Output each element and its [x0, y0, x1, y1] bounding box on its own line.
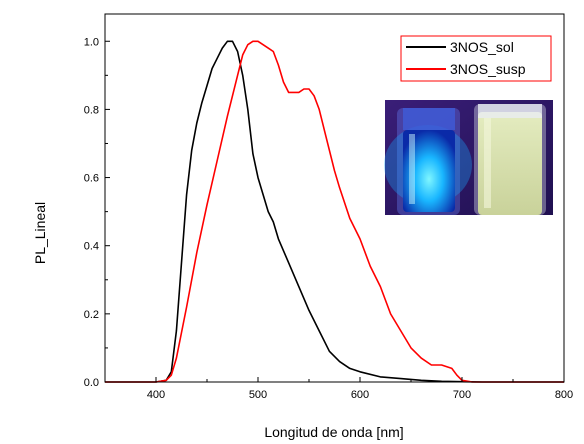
plot-frame [104, 13, 565, 383]
x-tick-label: 600 [351, 389, 369, 401]
legend-label-3nos-sol: 3NOS_sol [450, 39, 514, 55]
y-axis-ticks: 0.0 0.2 0.4 0.6 0.8 1.0 [84, 36, 110, 389]
y-tick-label: 1.0 [84, 36, 99, 48]
x-tick-label: 500 [249, 389, 267, 401]
curves-layer [105, 40, 564, 383]
x-axis-ticks: 400 500 600 700 800 [104, 377, 573, 401]
x-tick-label: 400 [147, 389, 165, 401]
y-tick-label: 0.4 [84, 241, 99, 253]
x-tick-label: 800 [555, 389, 573, 401]
legend: 3NOS_sol 3NOS_susp [400, 35, 552, 82]
series-line-3nos-sol [105, 40, 564, 383]
legend-label-3nos-susp: 3NOS_susp [450, 61, 526, 77]
y-tick-label: 0.6 [84, 173, 99, 185]
legend-box [400, 35, 552, 82]
y-tick-label: 0.8 [84, 104, 99, 116]
series-line-3nos-susp [105, 40, 564, 383]
vials-photo-inset [384, 100, 553, 215]
y-tick-label: 0.0 [84, 377, 99, 389]
x-axis-title: Longitud de onda [nm] [264, 424, 403, 440]
y-axis-title: PL_Lineal [32, 202, 48, 264]
y-tick-label: 0.2 [84, 309, 99, 321]
x-tick-label: 700 [453, 389, 471, 401]
